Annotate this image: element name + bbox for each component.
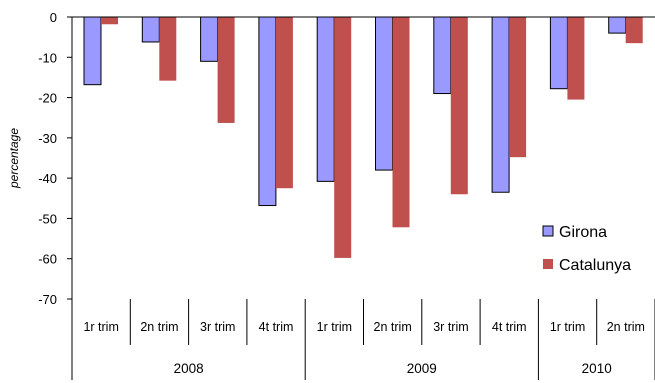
bar-girona bbox=[549, 16, 568, 90]
bar-girona bbox=[375, 16, 393, 171]
x-category-label: 2n trim bbox=[374, 320, 412, 334]
bar-girona bbox=[258, 16, 277, 207]
bar-catalunya bbox=[159, 17, 177, 81]
bars-group bbox=[83, 16, 643, 258]
bar-girona bbox=[141, 16, 160, 43]
x-year-label: 2009 bbox=[407, 361, 437, 376]
legend-swatch-catalunya bbox=[543, 259, 553, 269]
bar-girona bbox=[83, 16, 102, 86]
y-tick-label: -40 bbox=[38, 171, 57, 186]
x-category-label: 2n trim bbox=[140, 320, 178, 334]
bar-catalunya bbox=[275, 17, 293, 189]
bar-girona bbox=[491, 16, 510, 193]
x-category-label: 1r trim bbox=[317, 320, 352, 334]
y-tick-label: -30 bbox=[38, 131, 57, 146]
legend: Girona Catalunya bbox=[542, 224, 631, 274]
y-tick-label: -10 bbox=[38, 50, 57, 65]
y-tick-label: 0 bbox=[50, 10, 57, 25]
bar-catalunya bbox=[625, 17, 643, 44]
legend-label-catalunya: Catalunya bbox=[559, 257, 631, 274]
x-category-label: 4t trim bbox=[492, 320, 527, 334]
bar-girona bbox=[433, 16, 452, 95]
bar-girona bbox=[200, 16, 219, 62]
x-axis: 1r trim 2n trim 3r trim 4t trim 1r trim 2n tr… bbox=[83, 299, 655, 380]
axes-group bbox=[71, 16, 655, 380]
bar-girona bbox=[316, 16, 335, 182]
bar-catalunya bbox=[509, 17, 527, 158]
x-category-label: 1r trim bbox=[550, 320, 585, 334]
bar-girona bbox=[608, 16, 627, 34]
x-category-label: 4t trim bbox=[259, 320, 294, 334]
legend-label-girona: Girona bbox=[559, 224, 607, 241]
x-category-label: 2n trim bbox=[607, 320, 645, 334]
y-tick-label: -70 bbox=[38, 292, 57, 307]
y-tick-label: -60 bbox=[38, 252, 57, 267]
x-year-label: 2010 bbox=[582, 361, 612, 376]
y-tick-label: -20 bbox=[38, 91, 57, 106]
legend-swatch-girona bbox=[542, 225, 554, 237]
x-category-label: 3r trim bbox=[200, 320, 235, 334]
x-year-label: 2008 bbox=[174, 361, 204, 376]
bar-catalunya bbox=[217, 17, 235, 123]
bar-catalunya bbox=[101, 17, 118, 25]
x-category-label: 1r trim bbox=[83, 320, 118, 334]
bar-catalunya bbox=[450, 17, 468, 195]
bar-catalunya bbox=[567, 17, 585, 100]
bar-catalunya bbox=[334, 17, 352, 258]
x-category-label: 3r trim bbox=[433, 320, 468, 334]
y-tick-label: -50 bbox=[38, 211, 57, 226]
bar-catalunya bbox=[392, 17, 410, 228]
y-axis: 0 -10 -20 -30 -40 -50 -60 -70 bbox=[38, 10, 72, 307]
y-axis-label: percentage bbox=[7, 128, 21, 189]
